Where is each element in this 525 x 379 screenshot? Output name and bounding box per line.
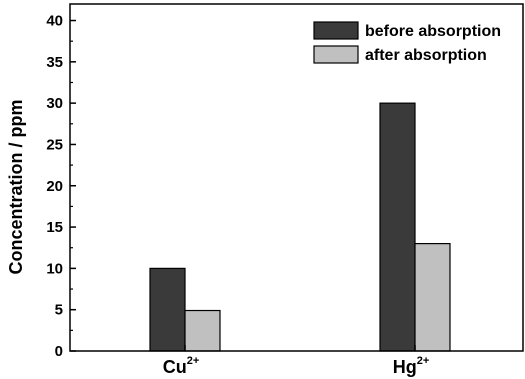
y-tick-label: 25	[46, 136, 63, 153]
bar-before-1	[379, 102, 416, 352]
y-axis-ticks: 0 5 10 15 20 25 30 35 40	[46, 13, 76, 360]
x-category-label: Hg2+	[393, 355, 430, 377]
bar-before-0	[149, 267, 186, 352]
axes-layer	[69, 3, 524, 352]
bar-after-1	[414, 242, 451, 352]
y-tick-label: 10	[46, 260, 63, 277]
y-tick-label: 0	[55, 343, 63, 360]
legend-label: after absorption	[365, 47, 487, 64]
y-tick-label: 15	[46, 219, 63, 236]
y-tick-label: 35	[46, 54, 63, 71]
legend-label: before absorption	[365, 23, 501, 40]
legend-swatch	[313, 21, 359, 40]
plot-frame	[69, 3, 524, 352]
legend: before absorption after absorption	[313, 21, 501, 64]
bar-after-0	[184, 309, 221, 352]
bars-layer	[149, 102, 451, 352]
y-tick-label: 20	[46, 178, 63, 195]
y-axis-label: Concentration / ppm	[6, 100, 26, 275]
y-tick-label: 5	[55, 302, 63, 319]
y-tick-label: 40	[46, 13, 63, 30]
x-category-label: Cu2+	[163, 355, 200, 377]
legend-swatch	[313, 45, 359, 64]
y-tick-label: 30	[46, 95, 63, 112]
x-axis-category-labels: Cu2+ Hg2+	[163, 345, 430, 377]
